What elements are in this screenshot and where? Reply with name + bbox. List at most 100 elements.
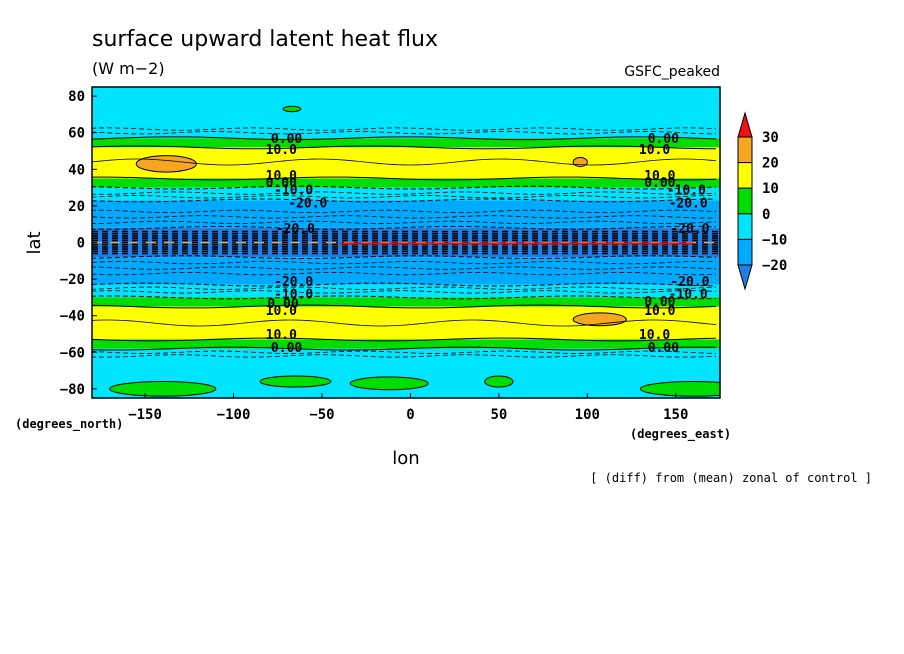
y-tick-label-6: −40 bbox=[60, 309, 85, 325]
contour-label-19: -20.0 bbox=[670, 222, 709, 237]
x-axis-label: lon bbox=[392, 448, 419, 469]
contour-labels: 0.0010.010.00.00-10.0-20.0-20.0-20.0-10.… bbox=[266, 132, 710, 356]
x-tick-label-2: −50 bbox=[309, 407, 334, 423]
contour-label-16: 0.00 bbox=[644, 176, 675, 191]
contour-line-8 bbox=[92, 295, 717, 300]
dashed-contour-7 bbox=[92, 261, 717, 265]
contour-label-20: -20.0 bbox=[670, 275, 709, 290]
colorbar-seg-0_to_10 bbox=[737, 187, 753, 215]
patch-7 bbox=[484, 375, 514, 388]
dashed-contour-1 bbox=[92, 131, 717, 135]
colorbar-arrow-bottom bbox=[737, 264, 753, 291]
contour-label-18: -20.0 bbox=[669, 196, 708, 211]
dashed-contour-11 bbox=[92, 290, 717, 294]
band-9 bbox=[92, 297, 720, 307]
contour-label-24: 10.0 bbox=[639, 328, 670, 343]
x-tick-label-3: 0 bbox=[406, 407, 414, 423]
x-tick-label-6: 150 bbox=[663, 407, 688, 423]
y-axis-label: lat bbox=[24, 231, 45, 254]
contour-label-17: -10.0 bbox=[667, 183, 706, 198]
dashed-contour-4 bbox=[92, 209, 717, 213]
contour-line-0 bbox=[92, 136, 717, 141]
y-tick-label-3: 20 bbox=[68, 199, 85, 215]
colorbar-seg--10_to_0 bbox=[737, 213, 753, 240]
dashed-contour-5 bbox=[92, 215, 717, 219]
colorbar-label-1: 20 bbox=[762, 156, 779, 172]
patch-8 bbox=[639, 381, 720, 397]
contour-label-23: 10.0 bbox=[644, 304, 675, 319]
y-unit-label: (degrees_north) bbox=[15, 417, 123, 432]
colorbar-label-0: 30 bbox=[762, 130, 779, 146]
contour-label-25: 0.00 bbox=[648, 341, 679, 356]
contour-line-4 bbox=[92, 198, 717, 203]
band-1 bbox=[92, 138, 720, 148]
x-unit-label: (degrees_east) bbox=[630, 427, 731, 442]
band-10 bbox=[92, 306, 720, 340]
colorbar-label-5: −20 bbox=[762, 258, 787, 274]
x-tick-label-0: −150 bbox=[128, 407, 162, 423]
dataset-label: GSFC_peaked bbox=[624, 64, 720, 80]
y-tick-label-2: 40 bbox=[68, 162, 85, 178]
y-tick-label-4: 0 bbox=[77, 236, 85, 252]
contour-line-2 bbox=[92, 176, 717, 181]
contour-line-10 bbox=[92, 337, 717, 342]
x-axis: −150 −100 −50 0 50 100 150 bbox=[128, 393, 688, 423]
dashed-contour-8 bbox=[92, 266, 717, 270]
contour-line-9 bbox=[92, 304, 717, 309]
contour-lines bbox=[92, 127, 717, 358]
contour-label-0: 0.00 bbox=[271, 132, 302, 147]
inner-contour-0 bbox=[92, 158, 717, 166]
contour-label-5: -20.0 bbox=[288, 196, 327, 211]
contour-line-5 bbox=[92, 225, 717, 230]
band-3 bbox=[92, 178, 720, 188]
colorbar-arrow-top bbox=[737, 111, 753, 138]
contour-label-8: -10.0 bbox=[274, 288, 313, 303]
contour-label-3: 0.00 bbox=[266, 176, 297, 191]
contour-label-15: 10.0 bbox=[644, 169, 675, 184]
colorbar-seg-10_to_20 bbox=[737, 162, 753, 189]
patch-3 bbox=[282, 105, 302, 113]
dashed-contour-2 bbox=[92, 191, 717, 195]
colorbar-seg--20_to_-10 bbox=[737, 238, 753, 266]
contour-label-22: 0.00 bbox=[644, 295, 675, 310]
contour-label-1: 10.0 bbox=[266, 143, 297, 158]
dashed-contour-12 bbox=[92, 350, 717, 354]
patch-0 bbox=[135, 155, 197, 173]
contour-line-7 bbox=[92, 282, 717, 287]
equatorial-band bbox=[92, 230, 720, 255]
colorbar: 30 20 10 0 −10 −20 bbox=[737, 111, 787, 291]
x-tick-label-4: 50 bbox=[490, 407, 507, 423]
band-5 bbox=[92, 200, 720, 228]
chart-units: (W m−2) bbox=[92, 59, 165, 78]
contour-label-4: -10.0 bbox=[274, 183, 313, 198]
contour-label-10: 10.0 bbox=[266, 304, 297, 319]
contour-line-3 bbox=[92, 185, 717, 190]
contour-line-6 bbox=[92, 255, 717, 260]
y-tick-label-8: −80 bbox=[60, 382, 85, 398]
contour-label-12: 0.00 bbox=[271, 341, 302, 356]
contour-label-2: 10.0 bbox=[266, 169, 297, 184]
inner-contour-1 bbox=[92, 319, 717, 327]
patch-6 bbox=[349, 376, 429, 391]
contour-label-21: -10.0 bbox=[669, 288, 708, 303]
contour-line-11 bbox=[92, 346, 717, 351]
y-tick-label-5: −20 bbox=[60, 272, 85, 288]
band-11 bbox=[92, 339, 720, 349]
x-tick-label-5: 100 bbox=[575, 407, 600, 423]
contour-label-14: 10.0 bbox=[639, 143, 670, 158]
y-axis: 80 60 40 20 0 −20 −40 −60 −80 bbox=[60, 89, 97, 398]
contour-label-6: -20.0 bbox=[276, 222, 315, 237]
chart-title: surface upward latent heat flux bbox=[92, 27, 438, 52]
dashed-contour-0 bbox=[92, 127, 717, 131]
dashed-contour-10 bbox=[92, 286, 717, 290]
contour-label-13: 0.00 bbox=[648, 132, 679, 147]
contour-label-7: -20.0 bbox=[274, 275, 313, 290]
colorbar-seg-20_to_30 bbox=[737, 136, 753, 164]
contour-label-9: 0.00 bbox=[267, 297, 298, 312]
dashed-contour-9 bbox=[92, 272, 717, 276]
contour-line-1 bbox=[92, 145, 717, 150]
band-0 bbox=[92, 87, 720, 139]
y-tick-label-0: 80 bbox=[68, 89, 85, 105]
dashed-contour-3 bbox=[92, 195, 717, 199]
